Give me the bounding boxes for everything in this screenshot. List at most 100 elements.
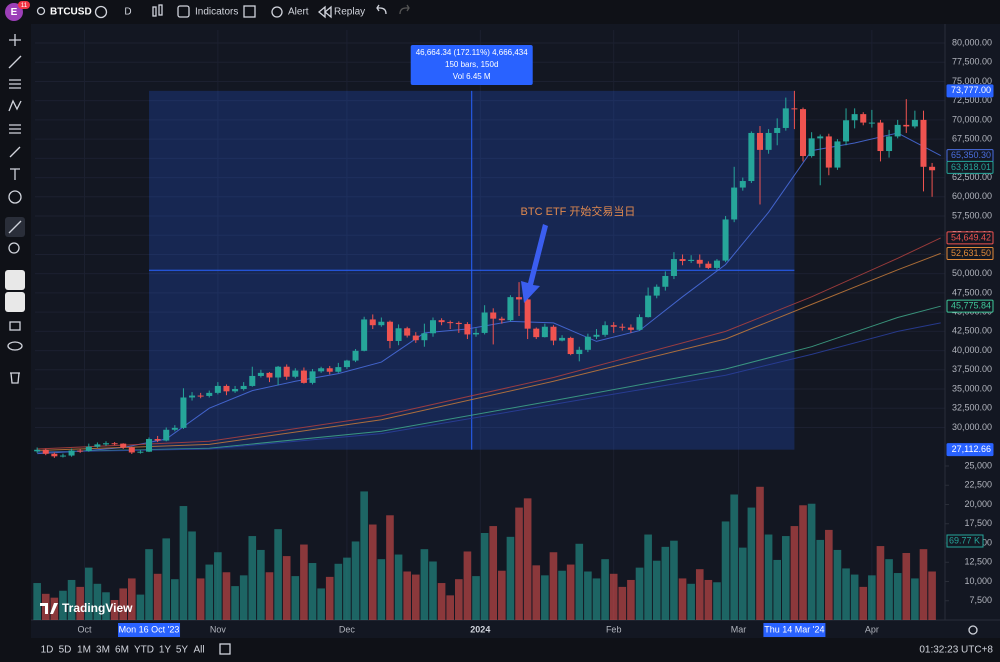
- avatar-letter[interactable]: E: [11, 7, 18, 18]
- visibility-tool[interactable]: [7, 341, 23, 351]
- measure-info: 46,664.34 (172.11%) 4,666,434: [416, 48, 528, 57]
- candle-body: [593, 334, 600, 337]
- range-button[interactable]: YTD: [134, 645, 154, 656]
- brush-tool[interactable]: [9, 146, 21, 158]
- volume-tick-label: 17,500: [964, 518, 992, 528]
- y-tick-label: 77,500.00: [952, 57, 992, 67]
- volume-bar: [110, 599, 119, 620]
- volume-bar: [205, 564, 214, 620]
- watermark: TradingView: [62, 601, 133, 615]
- candle-body: [369, 319, 376, 326]
- indicators-button[interactable]: Indicators: [195, 7, 238, 18]
- y-tick-label: 72,500.00: [952, 95, 992, 105]
- volume-bar: [188, 531, 196, 620]
- candle-body: [490, 312, 497, 319]
- zoom-tool[interactable]: [8, 242, 20, 254]
- candle-body: [197, 395, 204, 397]
- candle-body: [404, 328, 411, 336]
- lock-drawing-tool[interactable]: [5, 292, 25, 312]
- notification-badge: [18, 1, 30, 9]
- range-button[interactable]: 6M: [115, 645, 129, 656]
- layouts-icon[interactable]: [243, 5, 256, 18]
- lock-tool[interactable]: [9, 321, 21, 331]
- range-button[interactable]: 5Y: [176, 645, 189, 656]
- pattern-tool[interactable]: [8, 99, 22, 112]
- left-toolbar: [0, 24, 31, 638]
- date-range-icon[interactable]: [219, 643, 231, 655]
- volume-bar: [136, 594, 145, 620]
- range-button[interactable]: 1Y: [159, 645, 172, 656]
- measure-info: Vol 6.45 M: [453, 72, 491, 81]
- range-button[interactable]: All: [193, 645, 204, 656]
- search-icon[interactable]: [36, 6, 46, 16]
- indicators-icon[interactable]: [177, 5, 190, 18]
- avatar[interactable]: [5, 3, 23, 21]
- interval[interactable]: D: [124, 7, 131, 18]
- candle-body: [911, 119, 918, 127]
- price-badge-label: 52,631.50: [951, 248, 991, 258]
- candle-body: [653, 286, 660, 296]
- candle-body: [929, 166, 936, 171]
- range-button[interactable]: 5D: [59, 645, 72, 656]
- alert-icon[interactable]: [271, 6, 283, 18]
- candle-body: [567, 337, 574, 355]
- candle-body: [516, 297, 523, 300]
- volume-bar: [463, 551, 472, 620]
- x-tick-label: Apr: [865, 624, 879, 634]
- range-button[interactable]: 3M: [96, 645, 110, 656]
- candle-body: [679, 259, 686, 261]
- x-tick-label: Feb: [606, 624, 622, 634]
- candle-body: [378, 321, 385, 326]
- volume-tick-label: 22,500: [964, 480, 992, 490]
- trash-tool[interactable]: [10, 372, 20, 384]
- magnet-tool[interactable]: [5, 270, 25, 290]
- fib-tool[interactable]: [9, 79, 21, 89]
- settings-icon[interactable]: [968, 625, 978, 635]
- replay-icon[interactable]: [317, 5, 332, 19]
- candle-body: [782, 108, 789, 128]
- measure-info: 150 bars, 150d: [445, 60, 498, 69]
- volume-bar: [455, 579, 463, 620]
- candle-body: [249, 375, 256, 386]
- volume-bar: [248, 536, 257, 620]
- symbol[interactable]: BTCUSD: [50, 7, 92, 18]
- volume-bar: [687, 583, 695, 620]
- undo-icon[interactable]: [376, 4, 387, 15]
- candle-body: [705, 263, 712, 268]
- candle-body: [85, 446, 92, 451]
- volume-bar: [274, 529, 282, 620]
- chart-type-icon[interactable]: [152, 6, 157, 17]
- volume-bar: [919, 549, 928, 620]
- volume-bar: [76, 586, 84, 620]
- volume-bar: [825, 529, 833, 620]
- volume-bar: [377, 559, 386, 620]
- candle-body: [541, 326, 548, 338]
- price-badge: [946, 299, 994, 313]
- projection-tool[interactable]: [9, 124, 21, 134]
- emoji-tool[interactable]: [8, 190, 22, 204]
- volume-bar: [33, 583, 41, 620]
- trendline-tool[interactable]: [8, 55, 22, 69]
- text-tool[interactable]: [10, 168, 20, 180]
- y-tick-label: 37,500.00: [952, 364, 992, 374]
- add-symbol-icon[interactable]: [94, 5, 108, 19]
- candle-body: [266, 372, 273, 378]
- range-button[interactable]: 1D: [41, 645, 54, 656]
- crosshair-tool[interactable]: [9, 34, 21, 46]
- candle-body: [774, 127, 781, 133]
- replay-button[interactable]: Replay: [334, 7, 365, 18]
- candle-body: [223, 385, 230, 392]
- volume-bar: [816, 539, 825, 620]
- redo-icon[interactable]: [399, 4, 410, 15]
- candle-body: [154, 439, 161, 441]
- candle-body: [318, 368, 325, 372]
- candle-body: [283, 366, 290, 377]
- volume-badge-label: 69.77 K: [949, 535, 980, 545]
- candle-body: [602, 325, 609, 335]
- alert-button[interactable]: Alert: [288, 7, 309, 18]
- range-button[interactable]: 1M: [77, 645, 91, 656]
- candle-body: [627, 327, 634, 330]
- candle-body: [825, 136, 832, 168]
- volume-bar: [738, 547, 747, 620]
- candle-body: [111, 443, 118, 445]
